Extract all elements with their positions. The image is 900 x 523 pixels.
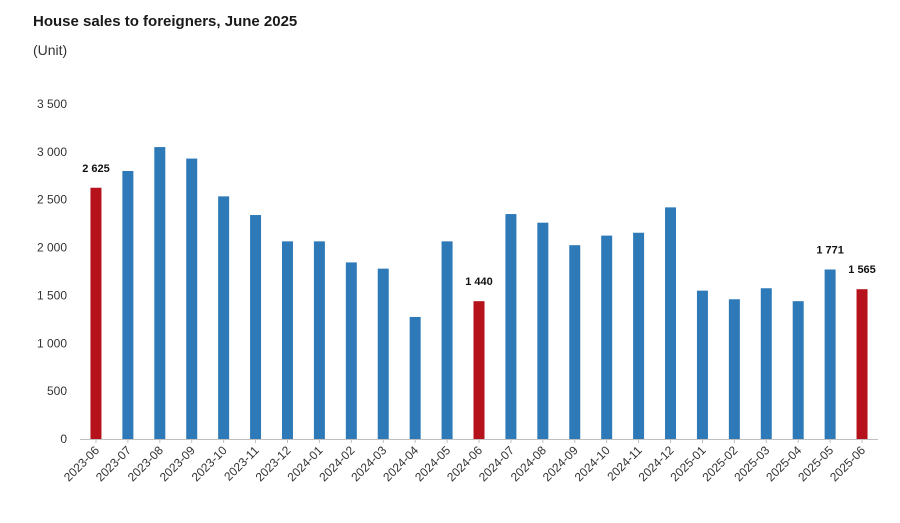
y-tick-label: 2 000: [37, 241, 67, 255]
bar: [760, 288, 772, 439]
bar: [218, 196, 230, 439]
bar: [154, 147, 166, 440]
data-label: 2 625: [82, 163, 110, 175]
chart-title: House sales to foreigners, June 2025: [33, 13, 298, 30]
chart-subtitle: (Unit): [33, 42, 68, 58]
y-tick-label: 1 500: [37, 288, 67, 302]
bar: [473, 301, 485, 439]
bar: [569, 245, 581, 439]
bar: [728, 299, 740, 439]
y-tick-label: 500: [47, 384, 67, 398]
bar: [250, 215, 262, 439]
x-tick-label: 2024-10: [572, 443, 613, 484]
y-tick-label: 0: [60, 432, 67, 446]
data-label: 1 565: [848, 264, 876, 276]
y-tick-label: 1 000: [37, 336, 67, 350]
y-tick-label: 2 500: [37, 193, 67, 207]
bar: [665, 207, 677, 439]
y-tick-label: 3 500: [37, 97, 67, 111]
bar: [313, 241, 325, 439]
bar: [601, 235, 613, 439]
bar: [377, 268, 389, 439]
bar: [409, 316, 421, 439]
bar: [824, 269, 836, 439]
data-label: 1 440: [465, 276, 493, 288]
bar: [856, 289, 868, 439]
data-label: 1 771: [816, 244, 844, 256]
bar: [537, 222, 549, 439]
bar: [505, 214, 517, 439]
bar: [186, 158, 198, 440]
bar: [122, 171, 134, 439]
bar: [633, 232, 645, 439]
y-tick-label: 3 000: [37, 145, 67, 159]
bar: [792, 301, 804, 439]
bar: [281, 241, 293, 439]
x-tick-label: 2025-06: [827, 443, 868, 484]
bar: [696, 290, 708, 439]
x-tick-label: 2023-10: [189, 443, 230, 484]
bar: [441, 241, 453, 439]
bar: [345, 262, 357, 439]
bar: [90, 187, 102, 439]
